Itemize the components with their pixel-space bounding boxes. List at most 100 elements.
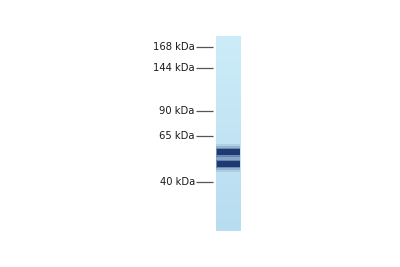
- Bar: [216, 143, 241, 145]
- Bar: [216, 202, 241, 204]
- Bar: [216, 130, 241, 132]
- Bar: [216, 73, 241, 75]
- Bar: [216, 138, 241, 140]
- Bar: [216, 55, 241, 57]
- Bar: [216, 205, 241, 207]
- Bar: [216, 176, 241, 178]
- Bar: [216, 207, 241, 209]
- Bar: [216, 114, 241, 116]
- Bar: [216, 36, 241, 38]
- Bar: [216, 211, 241, 214]
- Bar: [216, 127, 241, 129]
- Bar: [216, 174, 241, 176]
- Bar: [216, 49, 241, 51]
- Bar: [216, 177, 241, 179]
- Bar: [216, 216, 241, 218]
- Bar: [216, 158, 241, 160]
- Bar: [216, 146, 241, 148]
- Bar: [216, 68, 241, 70]
- Bar: [216, 186, 241, 187]
- Bar: [216, 151, 241, 153]
- Bar: [216, 184, 241, 186]
- Text: 65 kDa: 65 kDa: [159, 131, 195, 141]
- Bar: [216, 47, 241, 49]
- Bar: [216, 45, 241, 48]
- Bar: [216, 128, 241, 131]
- Bar: [216, 146, 240, 158]
- Bar: [216, 223, 241, 225]
- Bar: [216, 72, 241, 74]
- Bar: [216, 208, 241, 210]
- Bar: [216, 164, 241, 166]
- Bar: [216, 229, 241, 231]
- Bar: [216, 124, 241, 126]
- Text: 90 kDa: 90 kDa: [159, 106, 195, 116]
- Text: 40 kDa: 40 kDa: [160, 177, 195, 187]
- Bar: [216, 39, 241, 41]
- Bar: [216, 94, 241, 96]
- Bar: [216, 148, 240, 157]
- Bar: [216, 119, 241, 121]
- Bar: [216, 88, 241, 90]
- Bar: [216, 189, 241, 191]
- Bar: [216, 63, 241, 65]
- Bar: [216, 144, 240, 160]
- Bar: [216, 168, 241, 170]
- Bar: [216, 145, 241, 147]
- Bar: [216, 158, 240, 170]
- Bar: [216, 99, 241, 101]
- Bar: [216, 76, 241, 78]
- Bar: [216, 172, 241, 175]
- Bar: [216, 116, 241, 117]
- Bar: [216, 50, 241, 52]
- Bar: [216, 52, 241, 54]
- Bar: [216, 85, 241, 87]
- Bar: [216, 80, 241, 82]
- Bar: [216, 159, 241, 162]
- Bar: [216, 215, 241, 217]
- Bar: [216, 41, 241, 43]
- Bar: [216, 125, 241, 127]
- Text: 144 kDa: 144 kDa: [153, 63, 195, 73]
- Bar: [216, 225, 241, 227]
- Bar: [216, 197, 241, 199]
- Bar: [216, 75, 241, 77]
- Bar: [216, 78, 241, 80]
- Bar: [216, 163, 241, 165]
- Bar: [216, 213, 241, 215]
- Bar: [216, 226, 241, 228]
- Bar: [216, 142, 241, 144]
- Bar: [216, 156, 241, 158]
- Bar: [216, 67, 241, 69]
- Bar: [216, 160, 240, 168]
- Bar: [216, 104, 241, 106]
- Bar: [216, 93, 241, 95]
- Bar: [217, 149, 240, 155]
- Bar: [216, 155, 241, 156]
- Bar: [216, 171, 241, 173]
- Bar: [216, 37, 241, 40]
- Bar: [216, 180, 241, 183]
- Bar: [216, 140, 241, 142]
- Bar: [216, 57, 241, 59]
- Bar: [216, 44, 241, 46]
- Bar: [216, 109, 241, 111]
- Bar: [216, 122, 241, 124]
- Bar: [216, 161, 241, 163]
- Bar: [217, 161, 240, 167]
- Bar: [216, 194, 241, 196]
- Bar: [216, 192, 241, 194]
- Bar: [216, 153, 241, 155]
- Bar: [216, 220, 241, 222]
- Bar: [216, 218, 241, 220]
- Bar: [216, 106, 241, 108]
- Bar: [216, 132, 241, 134]
- Bar: [216, 60, 241, 62]
- Bar: [216, 112, 241, 114]
- Bar: [216, 101, 241, 103]
- Bar: [216, 137, 241, 139]
- Bar: [216, 135, 241, 137]
- Bar: [216, 65, 241, 67]
- Bar: [216, 169, 241, 171]
- Bar: [216, 210, 241, 212]
